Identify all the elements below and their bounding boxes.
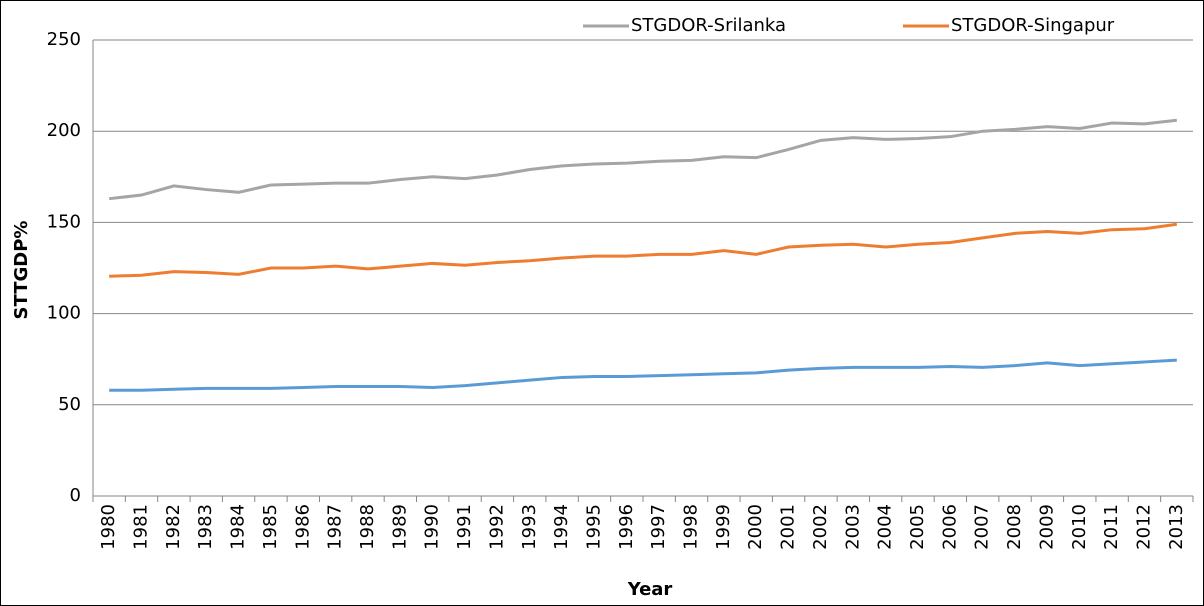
x-tick-label: 2005 <box>907 504 928 550</box>
y-tick-label: 250 <box>47 29 81 50</box>
x-tick-label: 2012 <box>1133 504 1154 550</box>
x-tick-label: 1987 <box>325 504 346 550</box>
legend-label: STGDOR-Singapur <box>951 15 1115 36</box>
x-tick-label: 1982 <box>163 504 184 550</box>
x-tick-label: 1981 <box>131 504 152 550</box>
series-line <box>109 118 1177 201</box>
y-tick-label: 100 <box>47 303 81 324</box>
x-tick-label: 2001 <box>778 504 799 550</box>
x-tick-label: 1995 <box>583 504 604 550</box>
x-tick-label: 1980 <box>98 504 119 550</box>
x-tick-label: 1993 <box>519 504 540 550</box>
x-tick-label: 1990 <box>422 504 443 550</box>
x-tick-label: 1992 <box>486 504 507 550</box>
x-tick-label: 1997 <box>648 504 669 550</box>
x-tick-label: 1998 <box>681 504 702 550</box>
x-tick-label: 2008 <box>1004 504 1025 550</box>
y-tick-label: 200 <box>47 120 81 141</box>
legend-label: STGDOR-Srilanka <box>631 15 786 36</box>
x-tick-label: 1988 <box>357 504 378 550</box>
x-tick-label: 1996 <box>616 504 637 550</box>
x-tick-label: 2010 <box>1069 504 1090 550</box>
x-tick-label: 1989 <box>389 504 410 550</box>
y-tick-label: 0 <box>70 485 81 506</box>
x-tick-label: 2013 <box>1166 504 1187 550</box>
x-tick-label: 2011 <box>1101 504 1122 550</box>
x-tick-label: 1985 <box>260 504 281 550</box>
y-tick-label: 50 <box>58 394 81 415</box>
x-tick-label: 2004 <box>875 504 896 550</box>
x-tick-label: 2002 <box>810 504 831 550</box>
x-axis-label: Year <box>627 579 673 600</box>
x-tick-label: 2007 <box>972 504 993 550</box>
y-axis-label: STTGDP% <box>11 221 32 320</box>
x-tick-label: 2009 <box>1036 504 1057 550</box>
x-tick-label: 1994 <box>551 504 572 550</box>
series-line <box>109 222 1178 278</box>
x-tick-label: 1986 <box>292 504 313 550</box>
x-tick-label: 1999 <box>713 504 734 550</box>
x-tick-label: 2006 <box>939 504 960 550</box>
series-line <box>109 358 1177 392</box>
x-tick-label: 2000 <box>745 504 766 550</box>
y-tick-label: 150 <box>47 211 81 232</box>
x-tick-label: 1983 <box>195 504 216 550</box>
x-tick-label: 2003 <box>842 504 863 550</box>
x-tick-label: 1991 <box>454 504 475 550</box>
x-tick-label: 1984 <box>228 504 249 550</box>
